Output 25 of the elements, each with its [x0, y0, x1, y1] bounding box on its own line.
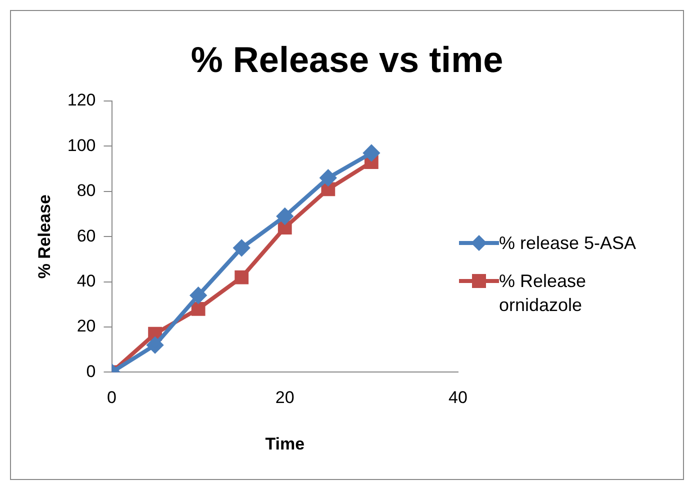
x-tick-label: 0 [107, 388, 116, 408]
y-tick-label: 20 [76, 316, 96, 336]
point [190, 287, 206, 304]
chart-title: % Release vs time [190, 39, 504, 81]
point [234, 240, 250, 256]
y-tick-label: 80 [76, 181, 96, 200]
y-tick-label: 40 [76, 271, 96, 290]
y-tick-label: 120 [67, 90, 96, 110]
point [234, 270, 249, 284]
point [320, 170, 336, 186]
y-tick-label: 60 [76, 226, 96, 246]
point [321, 182, 336, 196]
legend-label: % Release ornidazole [499, 270, 588, 317]
point [363, 144, 380, 161]
legend-label: % release 5-ASA [499, 232, 636, 255]
x-tick-label: 40 [448, 388, 468, 408]
y-tick-label: 100 [67, 136, 96, 155]
point [278, 220, 292, 235]
point [147, 337, 164, 354]
point [276, 208, 293, 224]
y-tick-label: 0 [86, 362, 96, 381]
x-axis-title: Time [265, 434, 305, 454]
y-axis-title: % Release [34, 194, 54, 279]
x-tick-label: 20 [275, 388, 294, 408]
point [191, 302, 206, 316]
